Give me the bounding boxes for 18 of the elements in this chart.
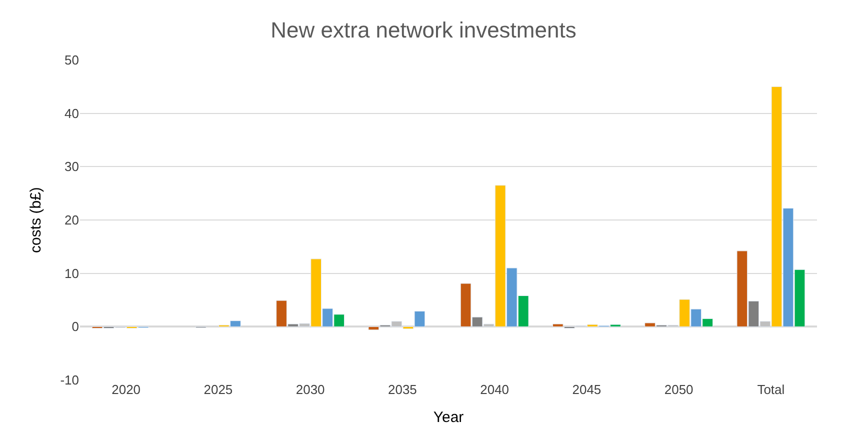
x-tick-label: 2020 — [112, 382, 141, 397]
x-tick-label: 2035 — [388, 382, 417, 397]
y-tick-label: 30 — [64, 159, 79, 174]
y-tick-label: 10 — [64, 266, 79, 281]
x-tick-label: 2025 — [204, 382, 233, 397]
y-tick-label: 40 — [64, 106, 79, 121]
x-tick-label: 2050 — [664, 382, 694, 397]
x-tick-label: Total — [757, 382, 785, 397]
x-tick-label: 2045 — [572, 382, 602, 397]
x-tick-label: 2030 — [296, 382, 325, 397]
y-tick-label: -10 — [60, 372, 79, 388]
y-tick-label: 0 — [72, 319, 79, 334]
chart-title: New extra network investments — [270, 17, 576, 42]
x-tick-label: 2040 — [480, 382, 510, 397]
y-tick-label: 20 — [64, 212, 79, 228]
y-tick-label: 50 — [64, 52, 79, 68]
y-axis-title: costs (b£) — [27, 187, 44, 253]
x-axis-title: Year — [433, 409, 464, 426]
